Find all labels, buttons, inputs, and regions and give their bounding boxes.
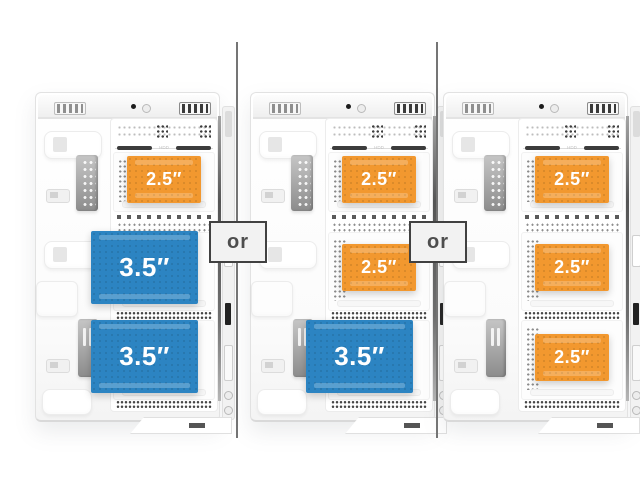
mounting-bracket-icon [76, 155, 98, 211]
drive-bay-3-5: 3.5″ [306, 320, 413, 393]
perforation-row [525, 124, 619, 140]
or-badge: or [409, 221, 467, 263]
tray-rail: HDD [523, 144, 621, 152]
vent-grille-icon [54, 102, 86, 115]
perforation-row [332, 222, 426, 232]
screw-icon [357, 104, 366, 113]
drive-bay-2-5: 2.5″ [535, 156, 609, 203]
pc-case-config-1: HDD 2.5″ 3.5″ 3.5″ [35, 92, 235, 437]
frame-edge [626, 116, 629, 401]
case-foot [130, 417, 232, 434]
vent-grille-icon [587, 102, 619, 115]
panel-cutout [257, 389, 307, 415]
case-foot [538, 417, 640, 434]
pc-case-config-3: HDD 2.5″ 2.5″ 2.5″ [443, 92, 640, 437]
clip-icon [46, 359, 70, 373]
clip-icon [261, 189, 285, 203]
case-top-rail [38, 95, 217, 119]
drive-bay-3-5: 3.5″ [91, 231, 198, 304]
perforation-row [117, 124, 211, 140]
tray-rail: HDD [115, 144, 213, 152]
panel-cutout [450, 389, 500, 415]
panel-cutout [444, 281, 486, 317]
cable-cover [259, 241, 317, 269]
perforation-row [525, 222, 619, 232]
cable-cover [259, 131, 317, 159]
perforation-row [117, 222, 211, 232]
perforation-row [116, 311, 212, 320]
panel-cutout [251, 281, 293, 317]
hdd-label: HDD [567, 145, 577, 151]
vent-grille-icon [462, 102, 494, 115]
thumbscrew-icon [539, 104, 544, 109]
perforation-row [332, 124, 426, 140]
side-panel-rail [222, 106, 235, 420]
panel-cutout [42, 389, 92, 415]
hdd-label: HDD [374, 145, 384, 151]
panel-cutout [36, 281, 78, 317]
case-top-rail [446, 95, 625, 119]
perforation-row [117, 214, 211, 219]
hdd-label: HDD [159, 145, 169, 151]
perforation-row [524, 400, 620, 409]
drive-bay-2-5: 2.5″ [535, 244, 609, 291]
cable-cover [452, 131, 510, 159]
screw-icon [142, 104, 151, 113]
vent-grille-icon [269, 102, 301, 115]
drive-bay-2-5: 2.5″ [342, 244, 416, 291]
perforation-row [332, 214, 426, 219]
thumbscrew-icon [131, 104, 136, 109]
case-top-rail [253, 95, 432, 119]
perforation-row [331, 400, 427, 409]
vent-grille-icon [394, 102, 426, 115]
or-badge: or [209, 221, 267, 263]
drive-bay-3-5: 3.5″ [91, 320, 198, 393]
perforation-row [525, 214, 619, 219]
mounting-bracket-icon [486, 319, 506, 377]
clip-icon [454, 189, 478, 203]
cable-cover [44, 131, 102, 159]
perforation-row [116, 400, 212, 409]
side-panel-rail [630, 106, 640, 420]
tray-rail: HDD [330, 144, 428, 152]
screw-icon [550, 104, 559, 113]
clip-icon [261, 359, 285, 373]
perforation-row [331, 311, 427, 320]
drive-bay-2-5: 2.5″ [342, 156, 416, 203]
drive-bay-2-5: 2.5″ [535, 334, 609, 381]
vent-grille-icon [179, 102, 211, 115]
case-foot [345, 417, 447, 434]
pc-case-config-2: HDD 2.5″ 2.5″ 3.5″ [250, 92, 450, 437]
mounting-bracket-icon [484, 155, 506, 211]
thumbscrew-icon [346, 104, 351, 109]
clip-icon [454, 359, 478, 373]
mounting-bracket-icon [291, 155, 313, 211]
perforation-row [524, 311, 620, 320]
clip-icon [46, 189, 70, 203]
drive-bay-2-5: 2.5″ [127, 156, 201, 203]
